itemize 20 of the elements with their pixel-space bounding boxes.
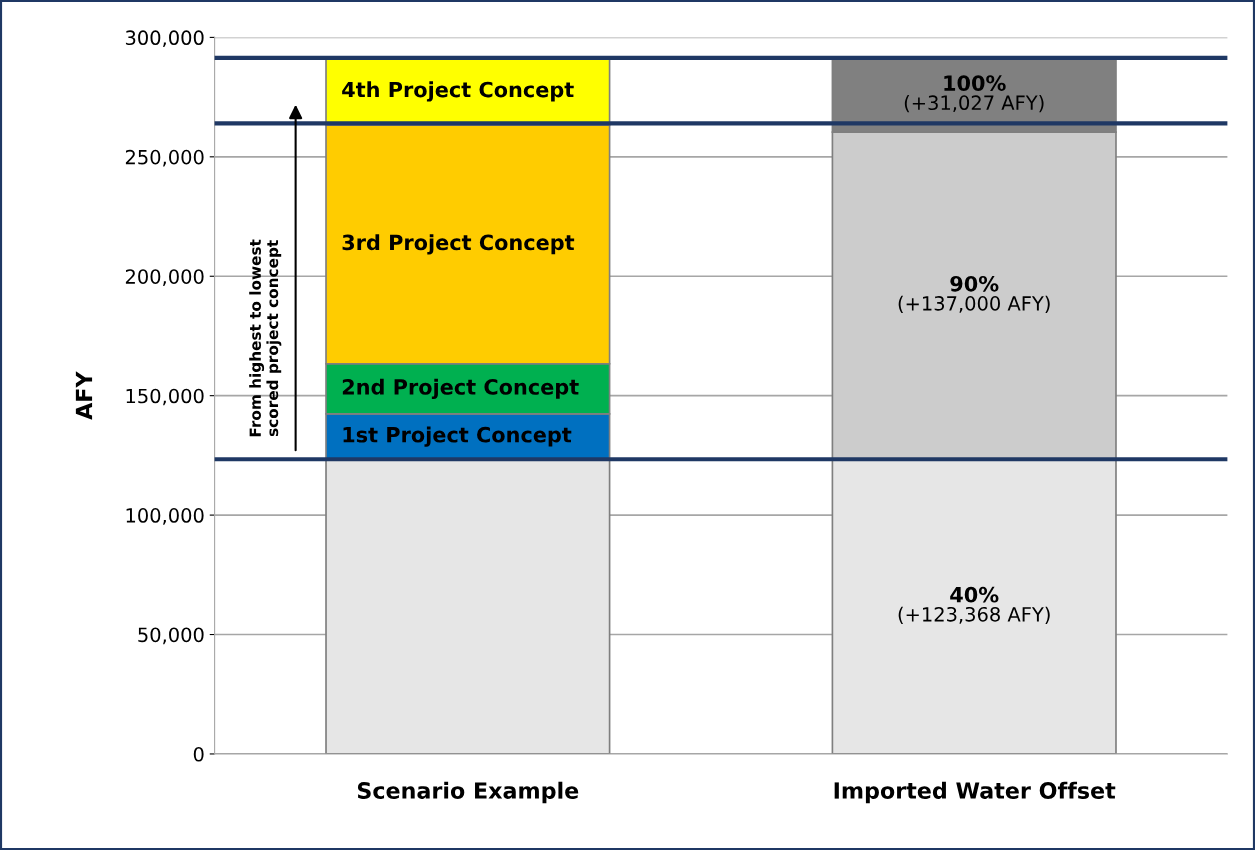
x-tick-label: Scenario Example — [357, 781, 579, 804]
y-tick-label: 50,000 — [138, 627, 204, 645]
y-axis-title: AFY — [75, 371, 93, 420]
y-tick-label: 200,000 — [125, 269, 204, 286]
y-tick-label: 300,000 — [125, 30, 204, 48]
series-label: 4th Project Concept — [342, 81, 574, 102]
data-label: 90% (+137,000 AFY) — [898, 275, 1050, 314]
y-tick-label: 100,000 — [126, 508, 204, 525]
data-label: 100% (+31,027 AFY) — [904, 75, 1044, 113]
y-tick-label: 250,000 — [125, 149, 204, 167]
annotation: From highest to lowest scored project concept — [249, 239, 282, 437]
y-tick-label: 150,000 — [126, 388, 204, 406]
data-label: 40% (+123,368 AFY) — [898, 586, 1050, 624]
series-label: 1st Project Concept — [343, 426, 572, 447]
series-label: 3rd Project Concept — [342, 234, 575, 255]
series-label: 2nd Project Concept — [342, 378, 579, 399]
y-tick-label: 0 — [193, 746, 204, 762]
bar — [831, 458, 1117, 754]
bar — [325, 458, 611, 754]
x-tick-label: Imported Water Offset — [834, 781, 1116, 804]
